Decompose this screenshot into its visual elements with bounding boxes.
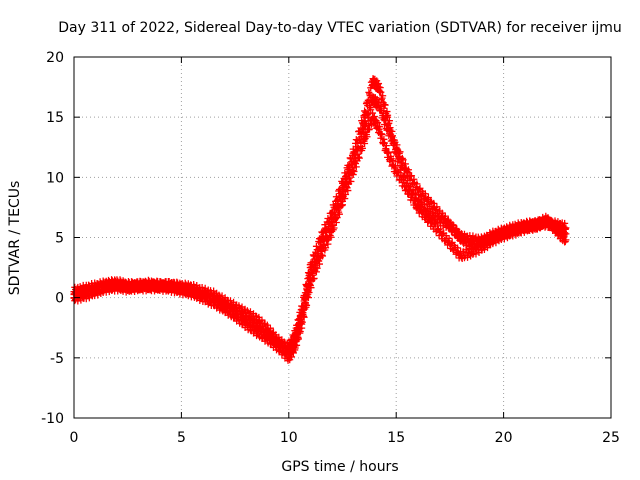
data-point [242, 315, 250, 323]
data-point [328, 219, 336, 227]
data-point [188, 286, 196, 294]
y-tick-label: 20 [46, 50, 64, 66]
data-point [414, 203, 422, 211]
data-point [102, 282, 110, 290]
data-point [553, 224, 561, 232]
data-point [177, 284, 185, 292]
data-point [167, 282, 175, 290]
data-point [467, 241, 475, 249]
data-point [81, 288, 89, 296]
data-point [375, 125, 383, 133]
data-point [446, 221, 454, 229]
data-point [298, 312, 306, 320]
y-tick-label: 15 [46, 110, 64, 126]
data-point [467, 248, 475, 256]
data-point [134, 282, 142, 290]
data-point [263, 330, 271, 338]
x-tick-label: 25 [602, 430, 620, 446]
data-point [253, 321, 261, 329]
grid [74, 57, 611, 418]
y-tick-label: -10 [41, 411, 64, 427]
data-point [339, 197, 346, 205]
x-tick-label: 20 [495, 430, 513, 446]
data-point [360, 125, 368, 133]
data-point [403, 167, 411, 175]
data-point [375, 101, 383, 109]
data-point [510, 226, 518, 234]
data-point [349, 158, 357, 166]
data-point [500, 229, 508, 237]
y-tick-label: 5 [55, 231, 64, 247]
data-point [392, 143, 400, 151]
data-point [124, 283, 132, 291]
y-axis-label: SDTVAR / TECUs [7, 181, 23, 296]
data-point [384, 125, 392, 133]
data-point [562, 230, 570, 238]
data-point [285, 348, 293, 356]
data-point [317, 243, 325, 251]
data-point [424, 215, 432, 223]
data-point [91, 285, 99, 293]
axis-ticks: 0 5 10 15 20 25 -10 -5 0 5 10 15 20 [41, 50, 620, 446]
data-point [392, 167, 400, 175]
data-point [403, 185, 411, 193]
data-point [306, 272, 314, 280]
data-point [532, 221, 540, 229]
data-point [521, 223, 529, 231]
data-point [489, 234, 497, 241]
x-tick-label: 0 [70, 430, 79, 446]
data-point [113, 280, 121, 288]
data-point [199, 290, 207, 298]
data-point [457, 252, 465, 260]
data-point [384, 149, 392, 157]
data-point [339, 188, 346, 196]
data-point [369, 77, 377, 85]
x-tick-label: 5 [177, 430, 186, 446]
series-track-c [70, 93, 570, 359]
data-point [220, 301, 228, 309]
x-tick-label: 10 [280, 430, 298, 446]
plus-markers [70, 93, 569, 359]
data-point [435, 209, 443, 217]
x-tick-label: 15 [387, 430, 405, 446]
data-point [414, 185, 422, 193]
x-axis-label: GPS time / hours [281, 459, 398, 475]
data-point [156, 282, 164, 290]
data-point [291, 336, 299, 344]
data-point [424, 197, 432, 205]
data-point [375, 83, 383, 91]
y-tick-label: -5 [50, 351, 64, 367]
data-point [457, 234, 465, 241]
data-point [274, 339, 282, 347]
y-tick-label: 10 [46, 170, 64, 186]
data-point [369, 95, 377, 103]
data-point [231, 308, 239, 316]
data-point [210, 295, 218, 303]
data-points [70, 75, 570, 364]
data-point [369, 113, 377, 121]
chart-title: Day 311 of 2022, Sidereal Day-to-day VTE… [58, 20, 622, 36]
y-tick-label: 0 [55, 291, 64, 307]
data-point [435, 227, 443, 235]
data-point [446, 240, 454, 248]
data-point [543, 218, 551, 226]
data-point [145, 282, 153, 290]
data-point [478, 238, 486, 246]
data-point [360, 137, 368, 145]
